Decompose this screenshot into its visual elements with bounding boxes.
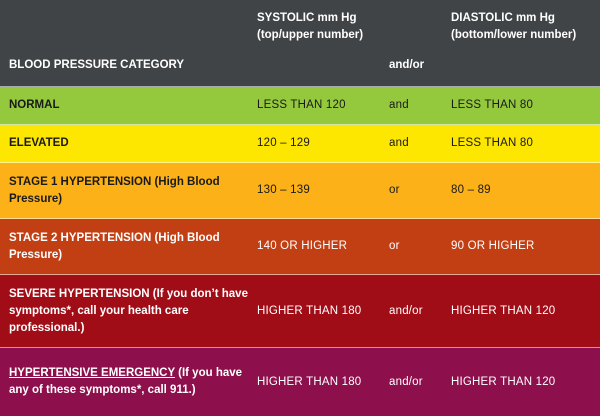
systolic-cell: 140 OR HIGHER	[248, 219, 380, 275]
conjunction-cell: or	[380, 219, 442, 275]
category-link: HYPERTENSIVE EMERGENCY	[9, 367, 175, 379]
table-row-elevated: ELEVATED 120 – 129 and LESS THAN 80	[0, 125, 600, 163]
diastolic-cell: LESS THAN 80	[442, 87, 600, 125]
systolic-cell: 130 – 139	[248, 163, 380, 219]
table-row-stage1: STAGE 1 HYPERTENSION (High Blood Pressur…	[0, 163, 600, 219]
table-row-emergency: HYPERTENSIVE EMERGENCY (If you have any …	[0, 348, 600, 416]
table-header: BLOOD PRESSURE CATEGORY SYSTOLIC mm Hg (…	[0, 0, 600, 87]
diastolic-cell: HIGHER THAN 120	[442, 275, 600, 348]
systolic-cell: HIGHER THAN 180	[248, 275, 380, 348]
category-cell: HYPERTENSIVE EMERGENCY (If you have any …	[0, 348, 248, 416]
category-cell: NORMAL	[0, 87, 248, 125]
category-cell: STAGE 1 HYPERTENSION (High Blood Pressur…	[0, 163, 248, 219]
header-row: BLOOD PRESSURE CATEGORY SYSTOLIC mm Hg (…	[0, 0, 600, 87]
conjunction-cell: and/or	[380, 275, 442, 348]
category-cell: ELEVATED	[0, 125, 248, 163]
systolic-cell: LESS THAN 120	[248, 87, 380, 125]
systolic-cell: HIGHER THAN 180	[248, 348, 380, 416]
table-body: NORMAL LESS THAN 120 and LESS THAN 80 EL…	[0, 87, 600, 416]
header-andor: and/or	[380, 0, 442, 87]
diastolic-cell: HIGHER THAN 120	[442, 348, 600, 416]
header-systolic: SYSTOLIC mm Hg (top/upper number)	[248, 0, 380, 87]
header-diastolic: DIASTOLIC mm Hg (bottom/lower number)	[442, 0, 600, 87]
diastolic-cell: 90 OR HIGHER	[442, 219, 600, 275]
table-row-severe: SEVERE HYPERTENSION (If you don’t have s…	[0, 275, 600, 348]
conjunction-cell: and	[380, 87, 442, 125]
diastolic-cell: LESS THAN 80	[442, 125, 600, 163]
conjunction-cell: and/or	[380, 348, 442, 416]
diastolic-cell: 80 – 89	[442, 163, 600, 219]
systolic-cell: 120 – 129	[248, 125, 380, 163]
category-cell: SEVERE HYPERTENSION (If you don’t have s…	[0, 275, 248, 348]
conjunction-cell: or	[380, 163, 442, 219]
category-cell: STAGE 2 HYPERTENSION (High Blood Pressur…	[0, 219, 248, 275]
table-row-stage2: STAGE 2 HYPERTENSION (High Blood Pressur…	[0, 219, 600, 275]
table-row-normal: NORMAL LESS THAN 120 and LESS THAN 80	[0, 87, 600, 125]
conjunction-cell: and	[380, 125, 442, 163]
header-category: BLOOD PRESSURE CATEGORY	[0, 0, 248, 87]
